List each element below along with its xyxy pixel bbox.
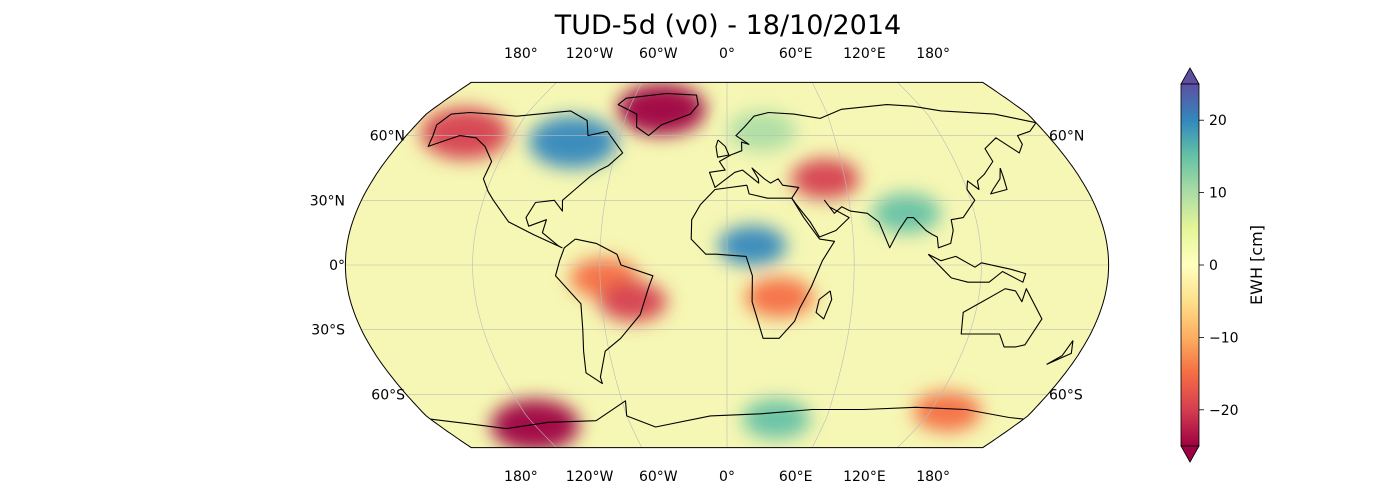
east-antarctica-gain — [742, 399, 811, 440]
lon-tick-label: 60°E — [779, 469, 813, 485]
wilkes-land-loss — [913, 391, 982, 432]
coastline-new-zealand — [1046, 340, 1074, 365]
greenland-mass-loss — [617, 83, 706, 136]
colorbar-tick-label: −10 — [1209, 330, 1239, 346]
lon-tick-label: 120°E — [843, 469, 886, 485]
coastline-africa — [690, 184, 836, 339]
lon-tick-label: 60°E — [779, 46, 813, 62]
colorbar-extend-min — [1180, 445, 1200, 463]
brazil-loss — [598, 281, 667, 322]
sahel-gain — [718, 225, 787, 266]
lon-tick-label: 60°W — [639, 46, 678, 62]
lat-ticks-left: 60°N 30°N 0° 30°S 60°S — [310, 129, 405, 404]
lon-tick-label: 180° — [504, 469, 538, 485]
colorbar-bar — [1180, 83, 1200, 447]
colorbar-tick-label: 10 — [1209, 186, 1227, 202]
coastline-north-america — [427, 110, 624, 249]
colorbar-ticks: 20 10 0 −10 −20 — [1199, 113, 1239, 419]
gridlines — [345, 82, 1109, 448]
lon-tick-label: 180° — [916, 46, 950, 62]
lon-tick-label: 0° — [719, 469, 735, 485]
coastline-uk — [715, 139, 730, 158]
lon-tick-label: 0° — [719, 46, 735, 62]
ewh-map — [345, 82, 1109, 448]
coastline-greenland — [617, 92, 699, 137]
coastline-south-america — [554, 238, 654, 385]
coastlines — [427, 92, 1074, 430]
lat-tick-label: 30°N — [310, 193, 345, 209]
scandinavia-gain — [728, 111, 797, 152]
colorbar-extend-max — [1180, 67, 1200, 85]
lon-tick-label: 180° — [916, 469, 950, 485]
map-title: TUD-5d (v0) - 18/10/2014 — [554, 10, 902, 41]
lon-tick-label: 120°W — [566, 46, 614, 62]
colorbar-tick-label: 0 — [1209, 258, 1218, 274]
lat-tick-label: 60°N — [370, 129, 405, 145]
india-gain — [872, 193, 941, 234]
coastline-australia — [960, 288, 1043, 348]
lat-tick-label: 30°S — [311, 323, 345, 339]
coastline-eurasia — [708, 104, 1037, 249]
colorbar-tick-label: −20 — [1209, 403, 1239, 419]
lon-tick-label: 60°W — [639, 469, 678, 485]
lon-ticks-top: 180° 120°W 60°W 0° 60°E 120°E 180° — [504, 46, 950, 62]
southern-africa-loss — [745, 277, 814, 318]
map-boundary — [344, 81, 1110, 449]
coastline-japan — [990, 167, 1008, 195]
lat-tick-label: 60°N — [1049, 129, 1084, 145]
lon-tick-label: 120°W — [566, 469, 614, 485]
hudson-bay-gain — [528, 116, 618, 169]
lon-tick-label: 180° — [504, 46, 538, 62]
colorbar-label: EWH [cm] — [1247, 225, 1266, 305]
lon-tick-label: 120°E — [843, 46, 886, 62]
lat-tick-label: 60°S — [1049, 387, 1083, 403]
colorbar-tick-label: 20 — [1209, 113, 1227, 129]
colorbar: 20 10 0 −10 −20 EWH [cm] — [1180, 67, 1266, 463]
lat-ticks-right: 60°N 60°S — [1049, 129, 1084, 404]
lat-tick-label: 60°S — [371, 387, 405, 403]
coastline-indonesia — [927, 253, 1027, 283]
lat-tick-label: 0° — [329, 258, 345, 274]
caspian-loss — [791, 158, 860, 199]
coastline-madagascar — [815, 290, 833, 320]
lon-ticks-bottom: 180° 120°W 60°W 0° 60°E 120°E 180° — [504, 469, 950, 485]
coastline-antarctica — [430, 400, 1024, 430]
